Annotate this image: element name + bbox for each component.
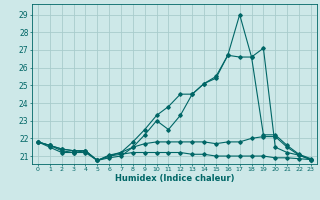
X-axis label: Humidex (Indice chaleur): Humidex (Indice chaleur) <box>115 174 234 183</box>
